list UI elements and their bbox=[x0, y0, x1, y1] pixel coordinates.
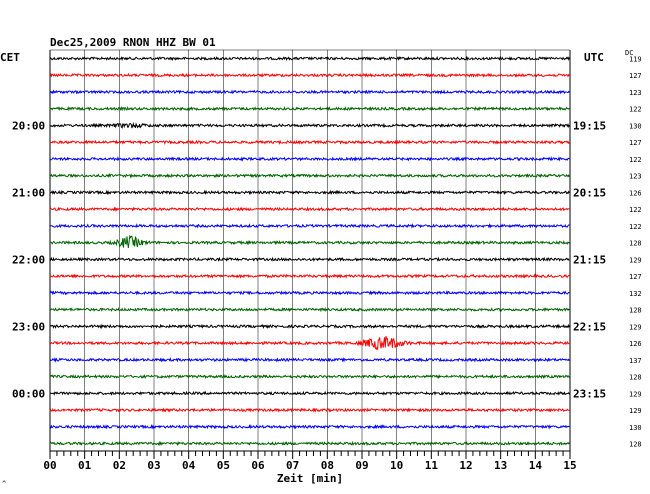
x-tick-label-13: 13 bbox=[494, 459, 507, 472]
dc-value-13: 127 bbox=[629, 273, 642, 281]
trace-2 bbox=[49, 89, 570, 95]
hour-label-group: 20:00 21:00 22:00 23:00 00:00 19:15 20:15 21:15… bbox=[12, 56, 642, 449]
x-tick-label-1: 01 bbox=[78, 459, 92, 472]
dc-value-2: 123 bbox=[629, 89, 642, 97]
x-tick-label-7: 07 bbox=[286, 459, 299, 472]
dc-value-12: 129 bbox=[629, 256, 642, 264]
right-hour-label-20: 23:15 bbox=[573, 387, 606, 400]
dc-value-4: 130 bbox=[629, 122, 642, 130]
trace-10 bbox=[49, 223, 570, 229]
dc-value-5: 127 bbox=[629, 139, 642, 147]
dc-value-20: 129 bbox=[629, 390, 642, 398]
dc-value-10: 122 bbox=[629, 223, 642, 231]
right-hour-label-16: 22:15 bbox=[573, 320, 606, 333]
dc-column-header: DC bbox=[625, 49, 633, 57]
trace-21 bbox=[49, 407, 570, 413]
trace-group bbox=[49, 55, 570, 447]
x-axis-label: Zeit [min] bbox=[277, 472, 343, 485]
left-hour-label-12: 22:00 bbox=[12, 253, 45, 266]
dc-value-8: 126 bbox=[629, 189, 642, 197]
dc-value-23: 128 bbox=[629, 441, 642, 449]
trace-20 bbox=[49, 390, 570, 396]
x-axis: 00 01 02 03 04 05 06 07 08 09 10 11 12 13 14 15 bbox=[43, 451, 577, 472]
trace-11 bbox=[49, 234, 570, 249]
dc-value-21: 129 bbox=[629, 407, 642, 415]
trace-15 bbox=[49, 307, 570, 313]
dc-value-7: 123 bbox=[629, 173, 642, 181]
trace-5 bbox=[49, 139, 570, 145]
x-tick-label-10: 10 bbox=[390, 459, 403, 472]
left-hour-label-20: 00:00 bbox=[12, 387, 45, 400]
dc-value-18: 137 bbox=[629, 357, 642, 365]
trace-7 bbox=[49, 173, 570, 179]
trace-8 bbox=[49, 189, 570, 196]
trace-0 bbox=[49, 55, 570, 62]
dc-value-11: 128 bbox=[629, 240, 642, 248]
trace-18 bbox=[49, 357, 570, 363]
x-tick-label-11: 11 bbox=[425, 459, 439, 472]
left-axis-timezone-label: CET bbox=[0, 51, 20, 64]
x-tick-label-9: 09 bbox=[355, 459, 368, 472]
x-tick-label-6: 06 bbox=[251, 459, 265, 472]
x-tick-label-14: 14 bbox=[529, 459, 543, 472]
x-tick-label-12: 12 bbox=[459, 459, 472, 472]
trace-17 bbox=[49, 336, 570, 351]
right-axis-timezone-label: UTC bbox=[584, 51, 604, 64]
dc-value-15: 128 bbox=[629, 307, 642, 315]
left-hour-label-4: 20:00 bbox=[12, 119, 45, 132]
dc-value-19: 128 bbox=[629, 374, 642, 382]
x-tick-label-5: 05 bbox=[217, 459, 230, 472]
trace-23 bbox=[49, 440, 570, 447]
x-tick-label-3: 03 bbox=[147, 459, 160, 472]
chart-title: Dec25,2009 RNON HHZ BW 01 bbox=[50, 36, 216, 49]
x-tick-label-4: 04 bbox=[182, 459, 196, 472]
dc-value-22: 130 bbox=[629, 424, 642, 432]
right-hour-label-4: 19:15 bbox=[573, 119, 606, 132]
corner-mark: ^ bbox=[2, 480, 6, 488]
minute-grid bbox=[49, 49, 571, 452]
trace-13 bbox=[49, 273, 570, 280]
right-hour-label-12: 21:15 bbox=[573, 253, 606, 266]
dc-value-0: 119 bbox=[629, 56, 642, 64]
dc-value-9: 122 bbox=[629, 206, 642, 214]
trace-4 bbox=[49, 121, 570, 129]
dc-value-16: 129 bbox=[629, 323, 642, 331]
left-hour-label-16: 23:00 bbox=[12, 320, 45, 333]
trace-3 bbox=[49, 106, 570, 112]
trace-6 bbox=[49, 156, 570, 162]
trace-16 bbox=[49, 323, 570, 330]
dc-value-1: 127 bbox=[629, 72, 642, 80]
left-hour-label-8: 21:00 bbox=[12, 186, 45, 199]
trace-9 bbox=[49, 206, 570, 212]
dc-value-3: 122 bbox=[629, 106, 642, 114]
trace-22 bbox=[49, 424, 570, 430]
x-tick-label-8: 08 bbox=[321, 459, 334, 472]
trace-14 bbox=[49, 290, 570, 296]
dc-value-6: 122 bbox=[629, 156, 642, 164]
dc-value-14: 132 bbox=[629, 290, 642, 298]
trace-1 bbox=[49, 72, 570, 78]
x-tick-label-2: 02 bbox=[113, 459, 126, 472]
x-tick-label-0: 00 bbox=[43, 459, 56, 472]
trace-12 bbox=[49, 256, 570, 262]
x-tick-label-15: 15 bbox=[563, 459, 576, 472]
dc-value-17: 126 bbox=[629, 340, 642, 348]
right-hour-label-8: 20:15 bbox=[573, 186, 606, 199]
trace-19 bbox=[49, 373, 570, 380]
